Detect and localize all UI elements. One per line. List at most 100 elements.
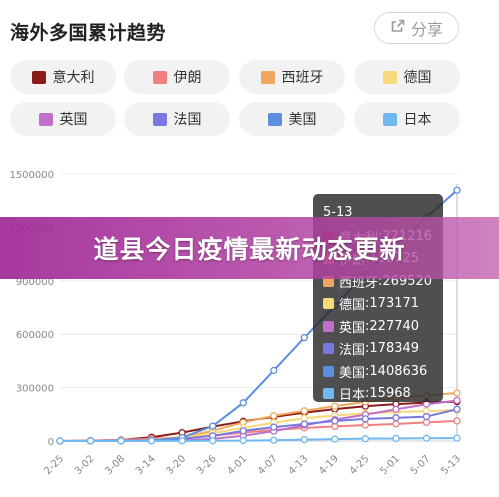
data-point xyxy=(209,422,217,430)
tooltip-separator: : xyxy=(365,296,370,312)
share-button[interactable]: 分享 xyxy=(374,12,459,44)
legend-label: 西班牙 xyxy=(281,70,324,86)
x-tick-label: 3-02 xyxy=(73,453,97,477)
data-point xyxy=(239,399,247,407)
x-tick-label: 3-14 xyxy=(134,453,158,477)
legend-label: 美国 xyxy=(288,112,317,128)
tooltip-separator: : xyxy=(365,363,370,379)
tooltip-date: 5-13 xyxy=(323,205,353,220)
data-point xyxy=(331,417,339,425)
line-chart: 0300000600000900000120000015000002-253-0… xyxy=(9,170,463,477)
series-line-7 xyxy=(59,437,458,442)
y-tick-label: 300000 xyxy=(16,384,54,395)
tooltip-value: 173171 xyxy=(369,296,420,312)
tooltip-value: 15968 xyxy=(369,386,411,402)
legend-item-0[interactable]: 意大利 xyxy=(10,60,116,94)
legend-item-6[interactable]: 美国 xyxy=(239,102,345,136)
legend-item-2[interactable]: 西班牙 xyxy=(239,60,345,94)
data-point xyxy=(209,437,217,445)
tooltip-separator: : xyxy=(365,318,370,334)
data-point xyxy=(239,427,247,435)
data-point xyxy=(147,437,156,445)
tooltip-series-name: 日本 xyxy=(339,388,366,404)
tooltip-swatch xyxy=(323,298,334,310)
data-point xyxy=(270,423,278,431)
x-tick-label: 3-26 xyxy=(195,453,219,477)
tooltip-swatch xyxy=(323,275,334,287)
legend-swatch xyxy=(38,112,53,126)
data-point xyxy=(392,434,400,443)
tooltip-separator: : xyxy=(365,341,370,357)
tooltip-series-name: 法国 xyxy=(339,343,366,359)
data-point xyxy=(361,415,370,423)
data-point xyxy=(239,436,247,445)
data-point xyxy=(422,412,431,421)
data-point xyxy=(453,417,461,425)
legend-label: 伊朗 xyxy=(173,70,202,86)
legend-item-1[interactable]: 伊朗 xyxy=(124,60,230,94)
data-point xyxy=(453,434,461,442)
x-tick-label: 5-13 xyxy=(439,453,463,477)
x-tick-label: 4-07 xyxy=(256,453,280,477)
tooltip-separator: : xyxy=(378,273,383,289)
data-point xyxy=(392,414,400,422)
tooltip-series-name: 英国 xyxy=(339,320,366,336)
share-label: 分享 xyxy=(410,20,443,39)
data-point xyxy=(300,435,308,444)
x-tick-label: 3-08 xyxy=(103,453,127,477)
legend-item-5[interactable]: 法国 xyxy=(124,102,230,136)
data-point xyxy=(300,333,308,342)
legend-swatch xyxy=(152,112,167,126)
tooltip-series-name: 西班牙 xyxy=(339,275,379,291)
x-tick-label: 4-19 xyxy=(317,453,341,477)
data-point xyxy=(361,421,370,429)
data-point xyxy=(422,434,431,442)
legend-item-7[interactable]: 日本 xyxy=(354,102,460,136)
x-tick-label: 5-07 xyxy=(409,453,433,477)
tooltip-swatch xyxy=(323,343,334,355)
legend-swatch xyxy=(31,70,46,84)
legend-swatch xyxy=(267,112,282,126)
tooltip-swatch xyxy=(323,388,334,400)
tooltip-series-name: 德国 xyxy=(339,298,366,314)
data-point xyxy=(178,437,186,445)
data-point xyxy=(117,437,125,445)
headline-banner: 道县今日疫情最新动态更新 xyxy=(0,217,499,279)
legend-item-3[interactable]: 德国 xyxy=(354,60,460,94)
x-tick-label: 3-20 xyxy=(164,453,188,477)
tooltip-row: 美国:1408636 xyxy=(323,360,433,383)
data-point xyxy=(453,389,461,397)
banner-text: 道县今日疫情最新动态更新 xyxy=(93,235,406,264)
y-tick-label: 1500000 xyxy=(9,170,54,181)
legend-swatch xyxy=(382,70,397,84)
data-point xyxy=(453,186,461,194)
legend-item-4[interactable]: 英国 xyxy=(10,102,116,136)
data-point xyxy=(453,405,461,413)
tooltip-value: 178349 xyxy=(369,341,420,357)
tooltip-value: 1408636 xyxy=(369,363,428,379)
data-point xyxy=(453,396,461,405)
tooltip-series-name: 美国 xyxy=(339,365,366,381)
tooltip-row: 日本:15968 xyxy=(323,383,433,406)
x-tick-label: 2-25 xyxy=(42,453,66,477)
data-point xyxy=(86,437,95,445)
y-tick-label: 900000 xyxy=(16,277,54,288)
data-point xyxy=(270,366,278,375)
page-title: 海外多国累计趋势 xyxy=(10,22,167,44)
y-tick-label: 600000 xyxy=(16,330,54,341)
tooltip-value: 227740 xyxy=(369,318,420,334)
legend-swatch xyxy=(260,70,275,84)
legend-swatch xyxy=(152,70,167,84)
tooltip-swatch xyxy=(323,365,334,377)
legend-label: 日本 xyxy=(403,112,432,128)
tooltip-row: 英国:227740 xyxy=(323,315,433,338)
data-point xyxy=(270,412,278,420)
tooltip-separator: : xyxy=(365,386,370,402)
series-line-1 xyxy=(59,419,458,442)
data-point xyxy=(300,414,308,422)
y-tick-label: 0 xyxy=(48,437,54,448)
data-point xyxy=(300,407,308,415)
tooltip-swatch xyxy=(323,320,334,332)
legend-label: 英国 xyxy=(59,112,88,128)
x-tick-label: 4-13 xyxy=(287,453,311,477)
